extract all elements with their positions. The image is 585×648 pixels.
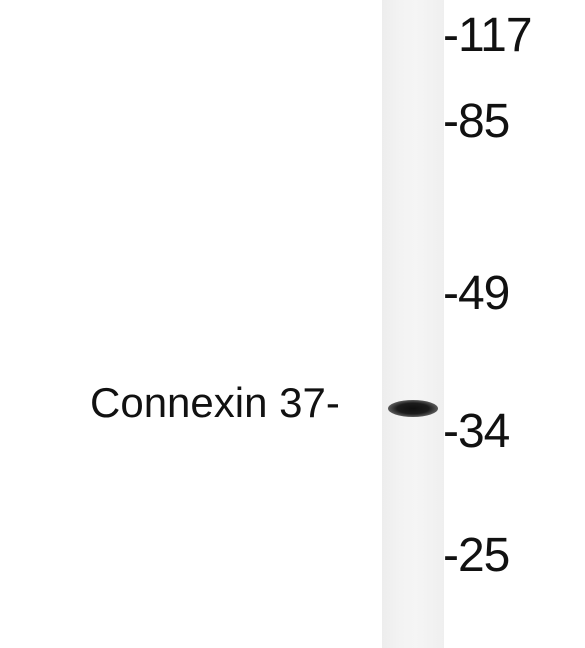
marker-34: -34	[443, 405, 510, 458]
blot-lane	[382, 0, 444, 648]
marker-49: -49	[443, 267, 510, 320]
marker-117: -117	[443, 9, 533, 62]
marker-25: -25	[443, 529, 510, 582]
protein-band	[388, 400, 438, 417]
protein-label: Connexin 37-	[90, 379, 340, 426]
marker-85: -85	[443, 95, 510, 148]
